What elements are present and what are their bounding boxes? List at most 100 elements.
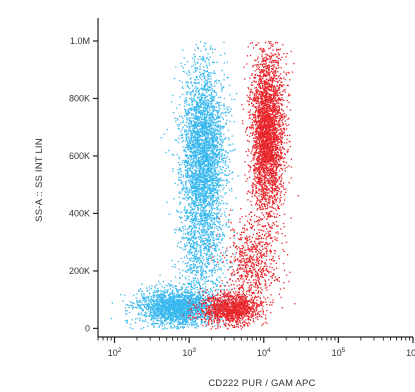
data-point <box>196 160 198 162</box>
data-point <box>196 199 198 202</box>
data-point <box>212 153 214 155</box>
data-point <box>197 161 200 164</box>
data-point <box>214 91 216 93</box>
data-point <box>206 142 208 144</box>
data-point <box>173 198 175 200</box>
data-point <box>191 178 193 180</box>
data-point <box>209 123 212 126</box>
data-point <box>200 114 202 116</box>
data-point <box>202 223 204 225</box>
data-point <box>200 315 202 318</box>
data-point <box>201 244 203 246</box>
data-point <box>195 85 197 88</box>
data-point <box>207 165 210 167</box>
data-point <box>210 198 212 200</box>
data-point <box>209 100 211 103</box>
data-point <box>190 229 192 231</box>
data-point <box>180 211 182 213</box>
data-point <box>196 104 199 106</box>
data-point <box>198 167 200 169</box>
data-point <box>216 138 219 140</box>
data-point <box>191 154 193 157</box>
data-point <box>194 327 196 329</box>
data-point <box>207 153 209 155</box>
data-point <box>215 203 217 205</box>
data-point <box>176 316 179 318</box>
data-point <box>199 134 201 137</box>
data-point <box>192 159 195 161</box>
data-point <box>165 303 168 306</box>
data-point <box>205 48 207 50</box>
data-point <box>203 200 205 202</box>
data-point <box>204 178 206 180</box>
data-point <box>205 182 207 184</box>
data-point <box>194 107 196 109</box>
data-point <box>204 97 206 99</box>
data-point <box>218 202 220 205</box>
data-point <box>201 161 203 163</box>
data-point <box>189 129 191 131</box>
data-point <box>190 148 192 151</box>
data-point <box>166 302 168 304</box>
data-point <box>179 173 181 175</box>
data-point <box>200 106 202 108</box>
data-point <box>222 172 224 174</box>
data-point <box>219 227 222 229</box>
data-point <box>214 129 217 131</box>
data-point <box>207 122 209 125</box>
data-point <box>144 314 146 316</box>
data-point <box>184 211 186 213</box>
data-point <box>214 169 216 172</box>
data-point <box>216 150 218 152</box>
data-point <box>212 111 214 113</box>
data-point <box>201 171 203 173</box>
data-point <box>224 174 226 176</box>
data-point <box>199 215 202 218</box>
data-point <box>205 200 208 202</box>
data-point <box>176 289 178 291</box>
data-point <box>151 315 153 317</box>
data-point <box>195 100 197 102</box>
data-point <box>202 195 204 198</box>
data-point <box>203 195 205 197</box>
data-point <box>196 230 198 232</box>
data-point <box>204 154 206 157</box>
data-point <box>191 207 193 210</box>
data-point <box>199 68 201 70</box>
data-point <box>189 73 191 75</box>
data-point <box>190 109 192 111</box>
data-point <box>186 215 188 217</box>
data-point <box>187 61 189 63</box>
data-point <box>186 155 188 157</box>
data-point <box>154 309 156 311</box>
data-point <box>202 201 204 203</box>
data-point <box>207 73 209 75</box>
data-point <box>195 148 197 150</box>
data-point <box>182 189 184 191</box>
data-point <box>139 317 141 319</box>
data-point <box>203 203 206 205</box>
data-point <box>190 313 192 315</box>
data-point <box>210 93 213 96</box>
data-point <box>207 188 209 190</box>
data-point <box>185 292 187 294</box>
data-point <box>134 306 137 308</box>
data-point <box>206 169 208 171</box>
data-point <box>187 262 189 264</box>
data-point <box>190 122 192 124</box>
data-point <box>229 110 231 112</box>
data-point <box>183 229 185 232</box>
data-point <box>192 322 194 324</box>
data-point <box>184 314 186 316</box>
data-point <box>206 126 208 128</box>
data-point <box>210 47 212 49</box>
data-point <box>162 299 165 301</box>
data-point <box>162 305 164 307</box>
data-point <box>198 193 200 195</box>
data-point <box>193 201 195 203</box>
data-point <box>195 115 198 118</box>
data-point <box>198 300 201 302</box>
data-point <box>213 260 215 262</box>
data-point <box>188 164 190 166</box>
data-point <box>222 202 225 205</box>
